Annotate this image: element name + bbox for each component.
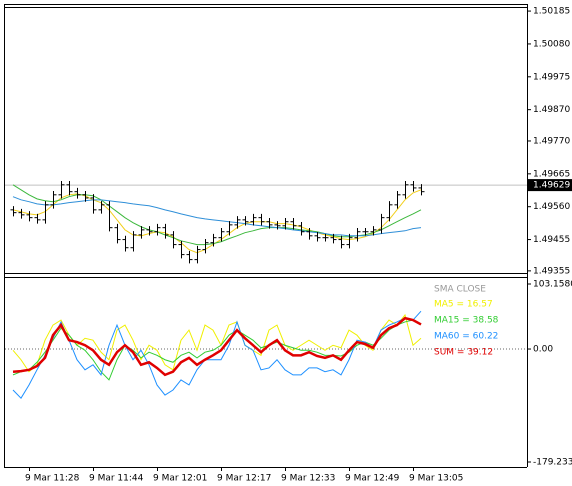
legend-entry: MA60 = 60.22: [434, 332, 498, 342]
y-tick-label: 1.49770: [533, 136, 570, 146]
legend-entry: MA15 = 38.58: [434, 316, 499, 326]
current-price-label: 1.49629: [533, 181, 570, 191]
y-tick-label: 1.49455: [533, 235, 570, 245]
legend-entry: MA5 = 16.57: [434, 300, 493, 310]
current-price-box: [528, 179, 572, 192]
x-tick-label: 9 Mar 12:01: [153, 474, 207, 484]
y-tick-label: 1.50185: [533, 7, 570, 17]
indicator-title: SMA CLOSE: [434, 285, 486, 295]
x-tick-label: 9 Mar 12:49: [345, 474, 400, 484]
y-tick-label: 1.49560: [533, 202, 570, 212]
y-tick-label: 1.49665: [533, 169, 570, 179]
x-tick-label: 9 Mar 11:44: [89, 474, 144, 484]
x-tick-label: 9 Mar 11:28: [25, 474, 80, 484]
y-tick-label: 1.49870: [533, 105, 570, 115]
y-tick-label: 1.49975: [533, 72, 570, 82]
y-tick-label: 103.1580: [533, 280, 572, 290]
moving-average-line: [12, 196, 422, 237]
x-tick-label: 9 Mar 12:33: [281, 474, 335, 484]
y-tick-label: 0.00: [533, 345, 553, 355]
legend-entry: SUM = 39.12: [434, 348, 493, 358]
y-tick-label: 1.49355: [533, 266, 570, 276]
indicator-line: [12, 310, 422, 400]
x-tick-label: 9 Mar 12:17: [217, 474, 271, 484]
x-tick-label: 9 Mar 13:05: [409, 474, 463, 484]
indicator-line: [12, 313, 422, 373]
y-tick-label: -179.233: [533, 458, 572, 468]
indicator-line: [12, 316, 422, 377]
y-tick-label: 1.50080: [533, 39, 570, 49]
